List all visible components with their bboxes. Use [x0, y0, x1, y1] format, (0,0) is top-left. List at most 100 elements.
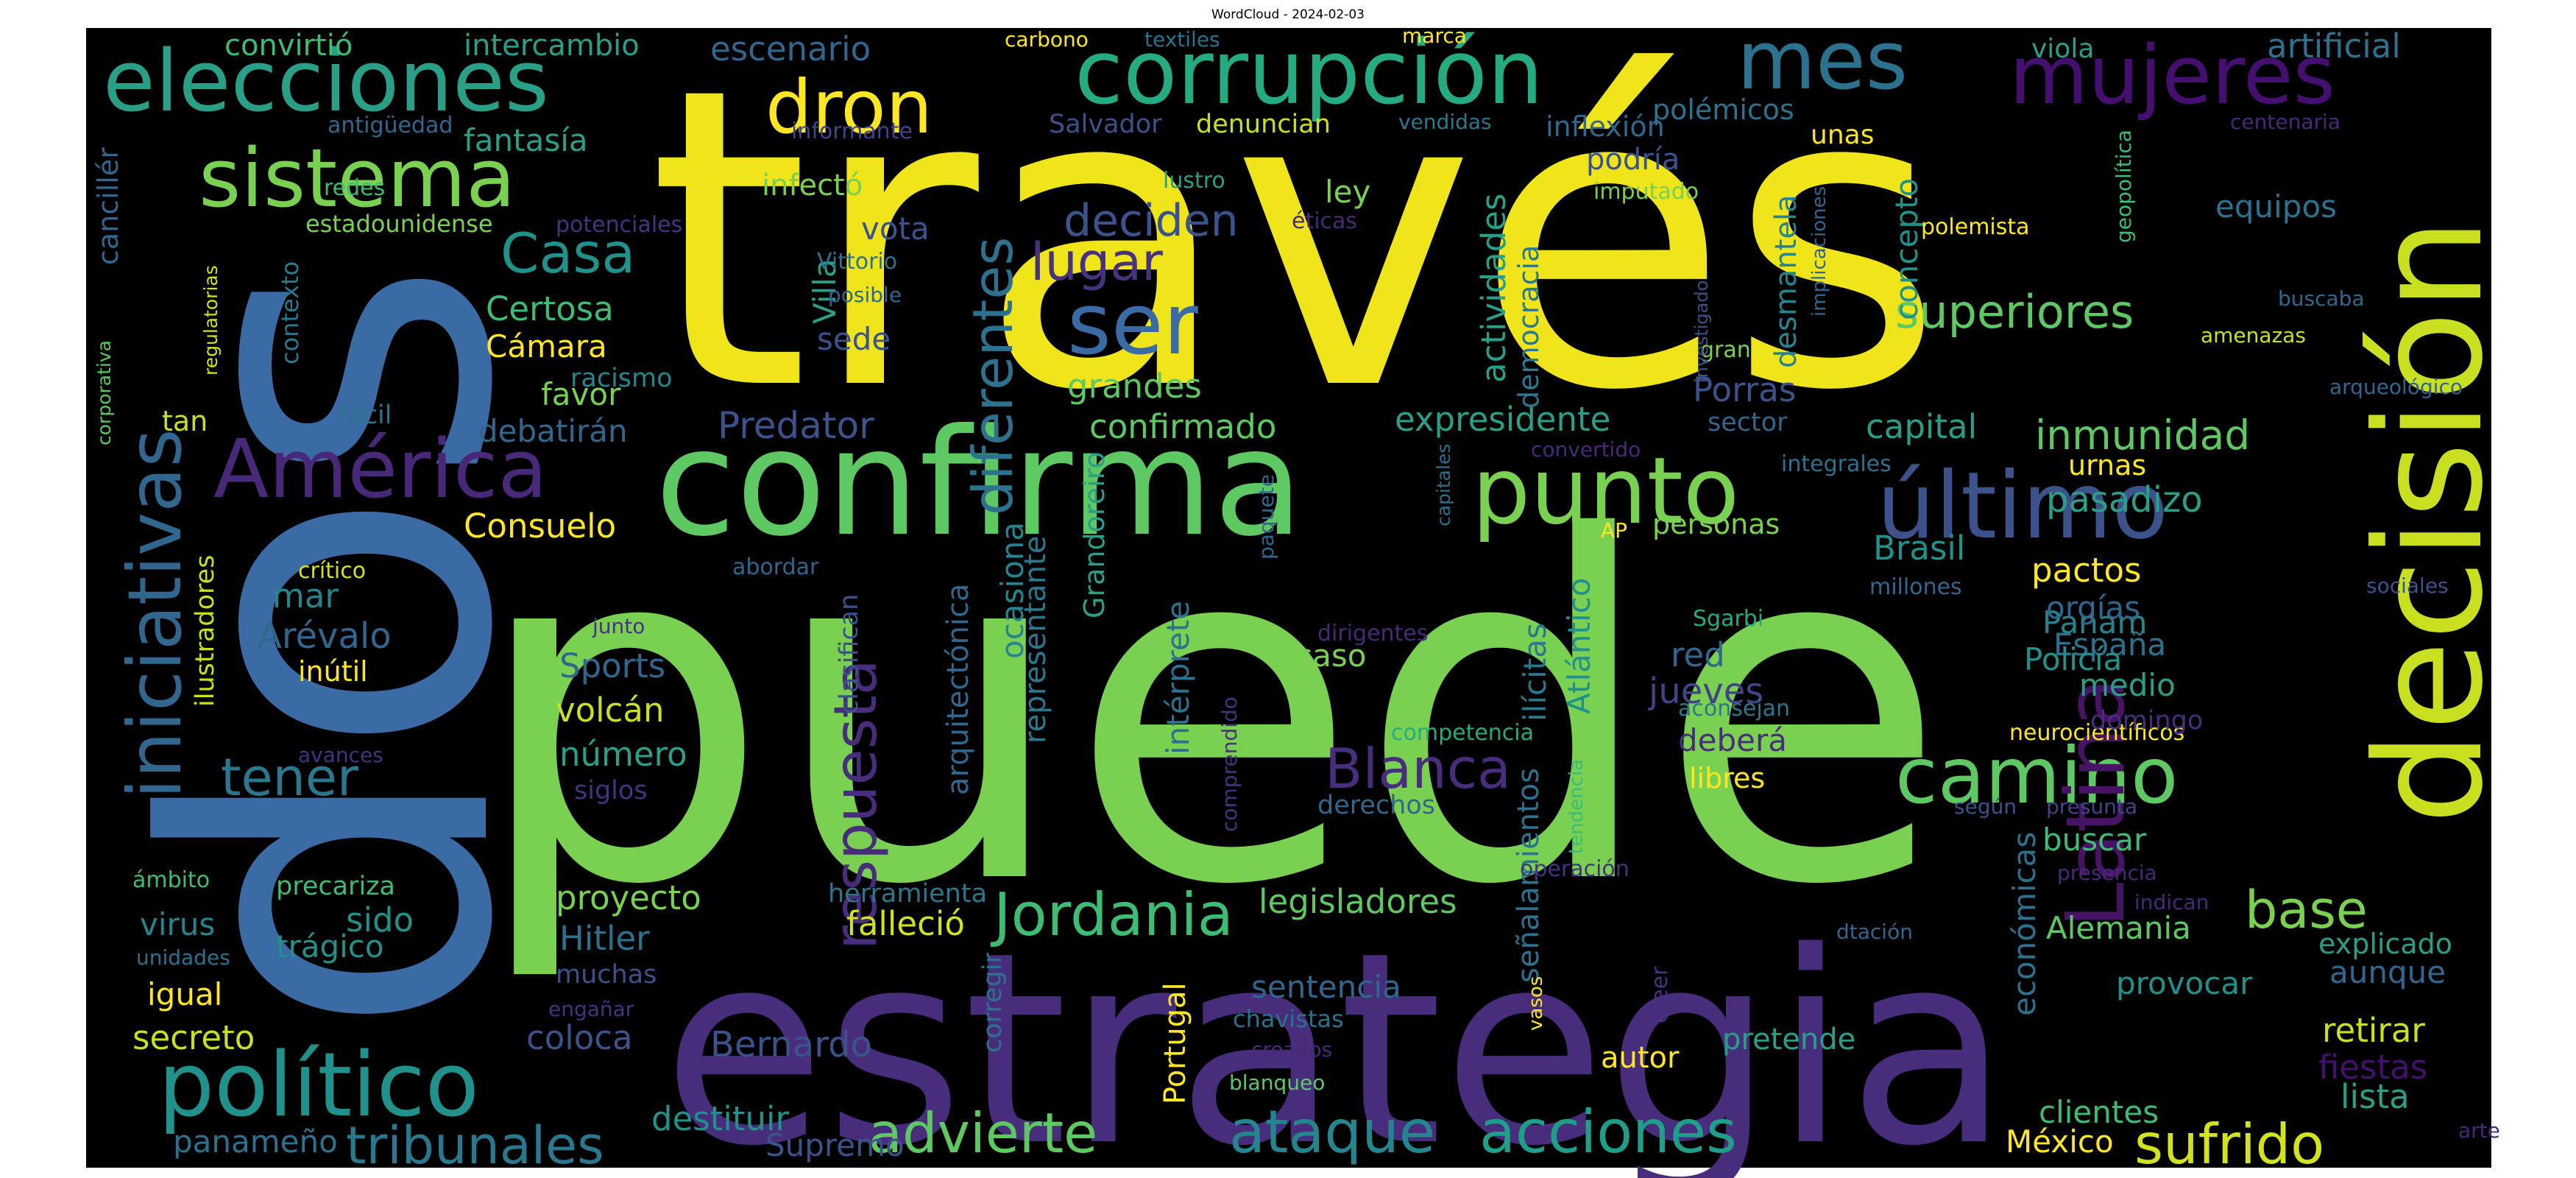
word-coloca: coloca	[526, 1018, 633, 1057]
word-democracia: democracia	[1512, 245, 1545, 409]
word-unas: unas	[1811, 120, 1874, 150]
word-inmunidad: inmunidad	[2035, 412, 2250, 459]
word-ley: ley	[1325, 174, 1370, 210]
word-derechos: derechos	[1317, 791, 1435, 820]
word-deciden: deciden	[1064, 195, 1239, 247]
word-neurocientificos: neurocientíficos	[2009, 720, 2184, 746]
word-inutil: inútil	[298, 655, 368, 688]
word-blanqueo: blanqueo	[1229, 1071, 1325, 1095]
word-predator: Predator	[718, 404, 874, 447]
word-denuncian: denuncian	[1196, 110, 1331, 139]
word-sufrido: sufrido	[2134, 1112, 2324, 1177]
cloud-background	[86, 28, 2491, 1168]
word-camino: camino	[1895, 731, 2178, 821]
word-aconsejan: aconsejan	[1678, 696, 1790, 722]
word-caso: caso	[1295, 638, 1366, 674]
word-ilustradores: ilustradores	[191, 555, 220, 707]
word-equipos: equipos	[2215, 188, 2337, 225]
word-dos: dos	[76, 257, 590, 1038]
word-personas: personas	[1652, 508, 1780, 540]
word-numero: número	[559, 735, 687, 774]
word-capital: capital	[1866, 407, 1977, 446]
word-proyecto: proyecto	[556, 878, 701, 917]
word-investigado: investigado	[1691, 281, 1712, 383]
word-base: base	[2245, 880, 2368, 940]
word-antiguedad: antigüedad	[328, 113, 453, 138]
word-certosa: Certosa	[486, 289, 614, 328]
word-precariza: precariza	[276, 872, 395, 901]
word-sede: sede	[817, 321, 891, 357]
word-siglos: siglos	[574, 776, 648, 805]
word-creados: creados	[1251, 1037, 1332, 1062]
word-sentencia: sentencia	[1251, 969, 1401, 1005]
word-villa: Villa	[807, 258, 843, 324]
word-ambito: ámbito	[132, 867, 210, 893]
word-panam: Panam	[2042, 604, 2147, 641]
word-salvador: Salvador	[1049, 110, 1162, 139]
word-herramienta: herramienta	[828, 879, 987, 909]
word-buscar: buscar	[2042, 822, 2147, 858]
word-interprete: intérprete	[1160, 601, 1196, 755]
word-presencia: presencia	[2057, 861, 2157, 885]
word-creer: creer	[1647, 966, 1673, 1023]
word-lista: lista	[2340, 1077, 2410, 1116]
word-sociales: sociales	[2366, 574, 2449, 598]
word-confirmado: confirmado	[1089, 407, 1276, 446]
word-ilicitas: ilícitas	[1517, 623, 1553, 722]
word-competencia: competencia	[1391, 720, 1534, 746]
word-confirma: confirma	[655, 398, 1303, 569]
word-puede: puede	[471, 439, 1947, 987]
word-podria: podría	[1586, 143, 1680, 177]
word-junto: junto	[592, 614, 645, 638]
word-tribunales: tribunales	[346, 1115, 604, 1176]
word-informante: informante	[791, 119, 913, 144]
word-pactos: pactos	[2031, 551, 2142, 590]
word-sgarbi: Sgarbi	[1693, 606, 1763, 632]
word-lustro: lustro	[1163, 168, 1225, 194]
word-textiles: textiles	[1144, 27, 1220, 52]
word-actividades: actividades	[1474, 194, 1513, 383]
word-desmantela: desmantela	[1769, 194, 1803, 368]
word-regulatorias: regulatorias	[200, 265, 222, 375]
word-pretende: pretende	[1722, 1023, 1855, 1057]
word-mujeres: mujeres	[2009, 28, 2335, 122]
word-elecciones: elecciones	[103, 32, 549, 131]
word-senalamientos: señalamientos	[1512, 768, 1546, 983]
word-sistema: sistema	[199, 131, 516, 225]
word-dron: dron	[765, 64, 933, 150]
word-retirar: retirar	[2322, 1011, 2425, 1050]
word-domingo: domingo	[2090, 706, 2203, 736]
word-sido: sido	[346, 900, 414, 939]
word-escenario: escenario	[710, 29, 871, 68]
word-arquitectonica: arquitectónica	[941, 583, 975, 795]
word-redes: redes	[324, 175, 385, 201]
word-ser: ser	[1067, 275, 1199, 374]
word-unidades: unidades	[136, 945, 230, 970]
word-diferentes: diferentes	[960, 237, 1025, 515]
word-corporativa: corporativa	[93, 340, 115, 445]
word-debera: deberá	[1678, 722, 1787, 758]
word-portugal: Portugal	[1158, 982, 1192, 1104]
word-clientes: clientes	[2039, 1094, 2159, 1130]
word-contexto: contexto	[276, 261, 304, 364]
word-sports: Sports	[559, 646, 665, 685]
word-infecto: infectó	[762, 169, 863, 202]
word-mes: mes	[1737, 13, 1908, 107]
word-ap: AP	[1601, 518, 1627, 543]
word-avances: avances	[298, 743, 383, 767]
word-indican: indican	[2134, 890, 2209, 914]
word-bernardo: Bernardo	[710, 1024, 872, 1065]
word-ocasiona: ocasiona	[994, 522, 1030, 659]
word-expresidente: expresidente	[1395, 400, 1610, 439]
word-operacion: operación	[1520, 856, 1630, 882]
word-vendidas: vendidas	[1398, 110, 1492, 134]
word-comprendido: comprendido	[1217, 696, 1242, 832]
word-urnas: urnas	[2068, 449, 2146, 482]
word-tener: tener	[221, 747, 358, 808]
word-sector: sector	[1708, 408, 1788, 437]
word-lugar: lugar	[1030, 232, 1163, 292]
word-volcan: volcán	[556, 691, 665, 730]
word-casa: Casa	[500, 221, 635, 286]
word-economicas: económicas	[2006, 832, 2042, 1016]
word-hitler: Hitler	[559, 919, 650, 958]
